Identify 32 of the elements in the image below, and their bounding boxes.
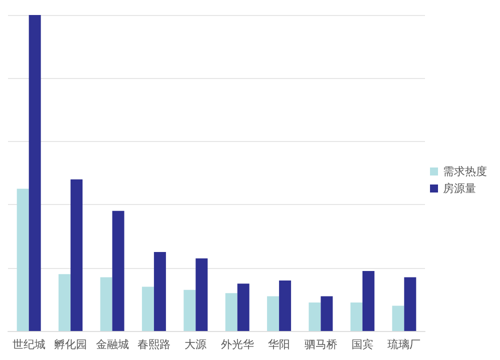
x-tick-label: 华阳 xyxy=(268,338,290,351)
bar xyxy=(225,293,238,331)
bar xyxy=(362,270,374,331)
bar xyxy=(58,274,71,331)
x-tick-label: 孵化园 xyxy=(54,338,88,351)
x-tick-label: 金融城 xyxy=(96,338,129,351)
x-tick-label: 春熙路 xyxy=(137,338,170,351)
bar xyxy=(404,277,416,331)
x-tick-label: 世纪城 xyxy=(12,338,46,351)
bar xyxy=(196,258,208,331)
bar xyxy=(154,252,166,331)
bar xyxy=(320,296,333,331)
bar xyxy=(16,188,29,331)
bar xyxy=(100,277,112,331)
bar xyxy=(392,306,404,331)
x-tick-label: 国宾 xyxy=(351,338,374,351)
bar xyxy=(142,286,154,331)
bar xyxy=(350,302,362,331)
bar xyxy=(267,296,280,331)
legend-label: 需求热度 xyxy=(443,165,487,178)
bar xyxy=(112,210,124,331)
bar xyxy=(279,280,292,331)
x-tick-label: 驷马桥 xyxy=(304,338,338,351)
bar xyxy=(184,290,196,331)
bar xyxy=(308,302,321,331)
x-tick-label: 大源 xyxy=(184,338,207,351)
x-tick-label: 外光华 xyxy=(220,338,254,351)
bar xyxy=(70,179,83,331)
legend-label: 房源量 xyxy=(443,182,476,195)
x-tick-label: 琉璃厂 xyxy=(388,338,421,351)
bar xyxy=(237,284,250,331)
bar xyxy=(28,15,41,331)
